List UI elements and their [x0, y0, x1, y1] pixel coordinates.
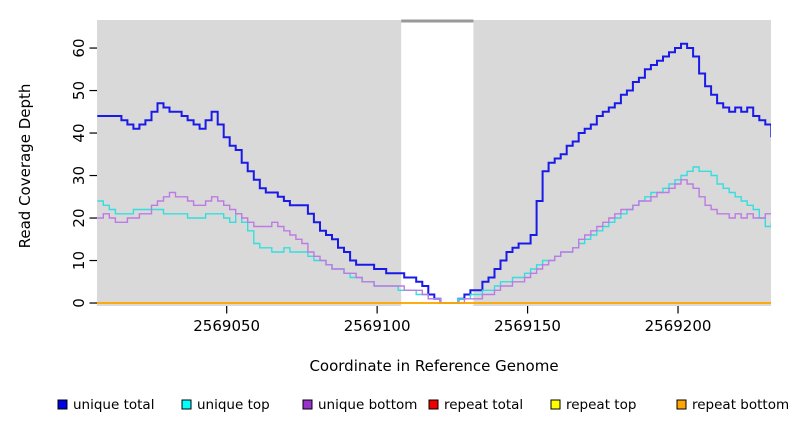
legend-swatch-repeat-bottom	[676, 399, 687, 410]
x-tick-label: 2569050	[193, 317, 260, 335]
legend-label-repeat-bottom: repeat bottom	[692, 397, 789, 413]
legend: unique total unique top unique bottom repea…	[57, 397, 789, 413]
y-tick-label: 0	[70, 298, 88, 308]
gap-band-cap	[401, 19, 474, 23]
legend-label-unique-total: unique total	[73, 397, 154, 413]
x-tick-label: 2569200	[645, 317, 712, 335]
legend-item-repeat-bottom: repeat bottom	[676, 397, 789, 413]
y-tick-label: 50	[70, 81, 88, 100]
y-tick-label: 60	[70, 39, 88, 58]
legend-swatch-unique-top	[181, 399, 192, 410]
legend-item-unique-total: unique total	[57, 397, 154, 413]
legend-item-repeat-top: repeat top	[550, 397, 636, 413]
series-lines	[97, 42, 771, 304]
y-tick-label: 30	[70, 166, 88, 185]
legend-label-unique-top: unique top	[197, 397, 270, 413]
plot-area: 2569050 2569100 2569150 2569200 0 10 20 30 40 50 6…	[70, 19, 771, 335]
x-axis-title: Coordinate in Reference Genome	[309, 357, 558, 375]
legend-label-unique-bottom: unique bottom	[318, 397, 417, 413]
y-tick-label: 10	[70, 251, 88, 270]
legend-item-repeat-total: repeat total	[428, 397, 523, 413]
gap-band	[401, 22, 474, 306]
legend-label-repeat-top: repeat top	[566, 397, 636, 413]
x-tick-label: 2569100	[344, 317, 411, 335]
legend-label-repeat-total: repeat total	[444, 397, 523, 413]
series-line-unique-bottom	[97, 179, 771, 304]
legend-swatch-repeat-top	[550, 399, 561, 410]
y-tick-label: 20	[70, 208, 88, 227]
y-tick-label: 40	[70, 123, 88, 142]
legend-swatch-unique-bottom	[302, 399, 313, 410]
legend-swatch-repeat-total	[428, 399, 439, 410]
legend-swatch-unique-total	[57, 399, 68, 410]
y-axis-title: Read Coverage Depth	[16, 84, 34, 249]
legend-item-unique-bottom: unique bottom	[302, 397, 417, 413]
legend-item-unique-top: unique top	[181, 397, 270, 413]
x-tick-label: 2569150	[494, 317, 561, 335]
